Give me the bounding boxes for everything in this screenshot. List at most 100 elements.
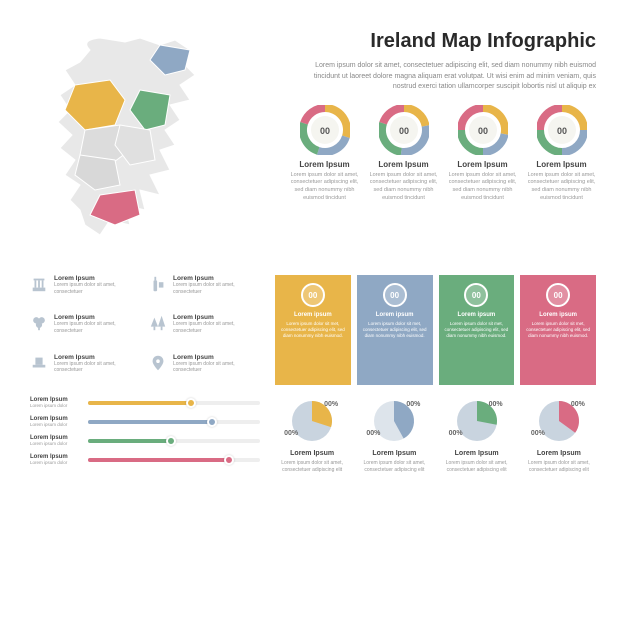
icon-item: Lorem Ipsum Lorem ipsum dolor sit amet, …	[149, 354, 260, 385]
pie-title: Lorem Ipsum	[522, 450, 596, 457]
bar-text: Lorem ipsum dolor	[30, 403, 80, 408]
pie-item: 00% 00% Lorem Ipsum Lorem ipsum dolor si…	[522, 397, 596, 473]
icon-text: Lorem ipsum dolor sit amet, consectetuer	[173, 282, 260, 295]
icon-text: Lorem ipsum dolor sit amet, consectetuer	[173, 361, 260, 374]
bar-fill	[88, 458, 229, 462]
hero-section: Ireland Map Infographic Lorem ipsum dolo…	[30, 30, 596, 260]
pie-title: Lorem Ipsum	[275, 450, 349, 457]
hat-icon	[30, 354, 48, 372]
pie-chart: 00% 00%	[535, 397, 583, 445]
pie-pct-main: 00%	[324, 401, 338, 408]
donut-text: Lorem ipsum dolor sit amet, consectetuer…	[527, 172, 596, 203]
icon-item: Lorem Ipsum Lorem ipsum dolor sit amet, …	[30, 314, 141, 345]
donut-title: Lorem Ipsum	[290, 160, 359, 169]
icon-item: Lorem Ipsum Lorem ipsum dolor sit amet, …	[149, 275, 260, 306]
pie-pct-main: 00%	[571, 401, 585, 408]
icon-text: Lorem ipsum dolor sit amet, consectetuer	[54, 361, 141, 374]
ribbon-card: .rb-8fa8c4::after{border-top-color:#8fa8…	[357, 275, 433, 385]
pie-text: Lorem ipsum dolor sit amet, consectetuer…	[522, 460, 596, 473]
ribbon-text: Lorem ipsum dolor sit met, consectetuer …	[362, 321, 428, 339]
svg-text:00: 00	[398, 126, 408, 136]
bar-track	[88, 439, 260, 443]
pie-pct-main: 00%	[489, 401, 503, 408]
icon-title: Lorem Ipsum	[173, 275, 260, 282]
donut-text: Lorem ipsum dolor sit amet, consectetuer…	[448, 172, 517, 203]
icon-title: Lorem Ipsum	[54, 275, 141, 282]
icons-grid: Lorem Ipsum Lorem ipsum dolor sit amet, …	[30, 275, 260, 385]
bar-track	[88, 458, 260, 462]
ribbon-number: 00	[464, 283, 488, 307]
icon-item: Lorem Ipsum Lorem ipsum dolor sit amet, …	[30, 354, 141, 385]
pie-chart: 00% 00%	[370, 397, 418, 445]
icon-text: Lorem ipsum dolor sit amet, consectetuer	[173, 321, 260, 334]
pin-icon	[149, 354, 167, 372]
bar-knob	[207, 417, 217, 427]
trees-icon	[149, 314, 167, 332]
bar-text: Lorem ipsum dolor	[30, 460, 80, 465]
ribbons-row: .rb-e8b549::after{border-top-color:#e8b5…	[275, 275, 596, 385]
pie-text: Lorem ipsum dolor sit amet, consectetuer…	[440, 460, 514, 473]
donut-text: Lorem ipsum dolor sit amet, consectetuer…	[290, 172, 359, 203]
pie-pct-rest: 00%	[531, 430, 545, 437]
donut-item: 00 Lorem Ipsum Lorem ipsum dolor sit ame…	[369, 105, 438, 203]
bar-track	[88, 420, 260, 424]
bar-fill	[88, 401, 191, 405]
donut-chart: 00	[379, 105, 429, 155]
ribbon-text: Lorem ipsum dolor sit met, consectetuer …	[525, 321, 591, 339]
pie-item: 00% 00% Lorem Ipsum Lorem ipsum dolor si…	[275, 397, 349, 473]
pies-row: 00% 00% Lorem Ipsum Lorem ipsum dolor si…	[275, 397, 596, 473]
mid-section: Lorem Ipsum Lorem ipsum dolor sit amet, …	[30, 275, 596, 385]
infographic-root: Ireland Map Infographic Lorem ipsum dolo…	[30, 30, 596, 473]
ribbon-number: 00	[383, 283, 407, 307]
bar-knob	[186, 398, 196, 408]
pie-pct-rest: 00%	[449, 430, 463, 437]
bottom-section: Lorem Ipsum Lorem ipsum dolor Lorem Ipsu…	[30, 397, 596, 473]
donut-item: 00 Lorem Ipsum Lorem ipsum dolor sit ame…	[290, 105, 359, 203]
page-title: Ireland Map Infographic	[290, 30, 596, 53]
icon-title: Lorem Ipsum	[173, 314, 260, 321]
pie-chart: 00% 00%	[288, 397, 336, 445]
bar-track	[88, 401, 260, 405]
ribbon-text: Lorem ipsum dolor sit met, consectetuer …	[280, 321, 346, 339]
donut-item: 00 Lorem Ipsum Lorem ipsum dolor sit ame…	[527, 105, 596, 203]
svg-text:00: 00	[319, 126, 329, 136]
bar-knob	[166, 436, 176, 446]
bar-text: Lorem ipsum dolor	[30, 422, 80, 427]
pie-pct-rest: 00%	[366, 430, 380, 437]
pie-text: Lorem ipsum dolor sit amet, consectetuer…	[275, 460, 349, 473]
icon-item: Lorem Ipsum Lorem ipsum dolor sit amet, …	[149, 314, 260, 345]
bar-text: Lorem ipsum dolor	[30, 441, 80, 446]
ribbon-text: Lorem ipsum dolor sit met, consectetuer …	[444, 321, 510, 339]
pie-item: 00% 00% Lorem Ipsum Lorem ipsum dolor si…	[440, 397, 514, 473]
ribbon-title: Lorem ipsum	[280, 312, 346, 318]
bar-fill	[88, 420, 212, 424]
icon-text: Lorem ipsum dolor sit amet, consectetuer	[54, 321, 141, 334]
svg-text:00: 00	[477, 126, 487, 136]
ribbon-title: Lorem ipsum	[362, 312, 428, 318]
bar-item: Lorem Ipsum Lorem ipsum dolor	[30, 435, 260, 446]
ribbon-card: .rb-6aad7d::after{border-top-color:#6aad…	[439, 275, 515, 385]
monument-icon	[30, 275, 48, 293]
donut-item: 00 Lorem Ipsum Lorem ipsum dolor sit ame…	[448, 105, 517, 203]
bar-item: Lorem Ipsum Lorem ipsum dolor	[30, 416, 260, 427]
ribbon-card: .rb-d96b84::after{border-top-color:#d96b…	[520, 275, 596, 385]
pie-pct-rest: 00%	[284, 430, 298, 437]
svg-text:00: 00	[556, 126, 566, 136]
icon-title: Lorem Ipsum	[54, 314, 141, 321]
header-block: Ireland Map Infographic Lorem ipsum dolo…	[290, 30, 596, 260]
pie-item: 00% 00% Lorem Ipsum Lorem ipsum dolor si…	[357, 397, 431, 473]
ribbon-card: .rb-e8b549::after{border-top-color:#e8b5…	[275, 275, 351, 385]
pie-title: Lorem Ipsum	[357, 450, 431, 457]
page-subtitle: Lorem ipsum dolor sit amet, consectetuer…	[290, 61, 596, 93]
donut-row: 00 Lorem Ipsum Lorem ipsum dolor sit ame…	[290, 105, 596, 203]
ribbon-number: 00	[301, 283, 325, 307]
icon-text: Lorem ipsum dolor sit amet, consectetuer	[54, 282, 141, 295]
icon-item: Lorem Ipsum Lorem ipsum dolor sit amet, …	[30, 275, 141, 306]
icon-title: Lorem Ipsum	[54, 354, 141, 361]
donut-chart: 00	[458, 105, 508, 155]
pie-chart: 00% 00%	[453, 397, 501, 445]
bottle-icon	[149, 275, 167, 293]
icon-title: Lorem Ipsum	[173, 354, 260, 361]
ribbon-number: 00	[546, 283, 570, 307]
bars-area: Lorem Ipsum Lorem ipsum dolor Lorem Ipsu…	[30, 397, 260, 473]
